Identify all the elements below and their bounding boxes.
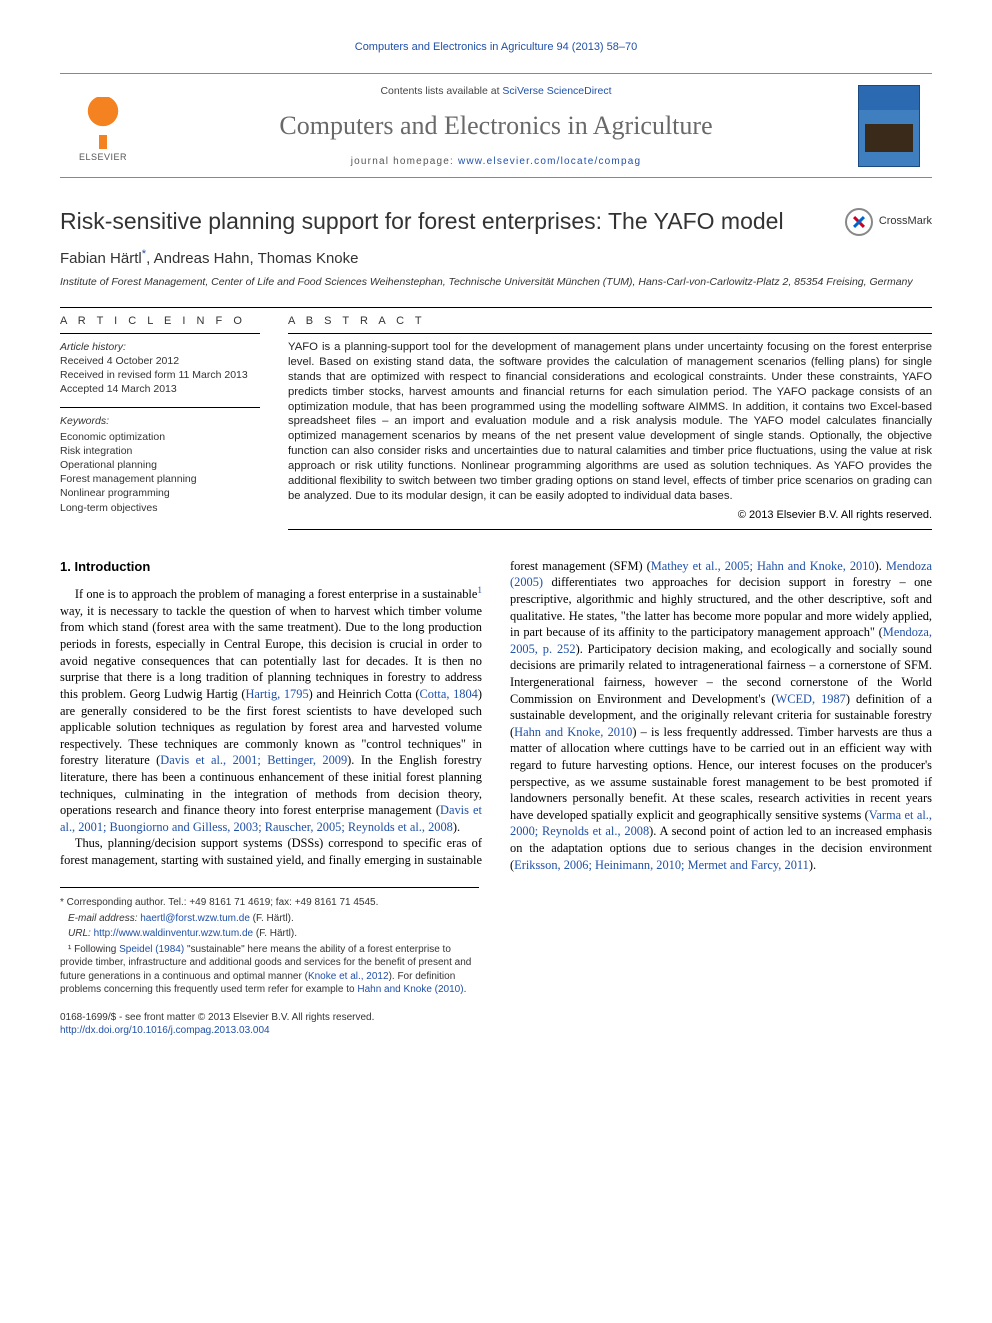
article-title: Risk-sensitive planning support for fore…	[60, 206, 784, 237]
author-2: Andreas Hahn	[154, 250, 250, 267]
author-list: Fabian Härtl*, Andreas Hahn, Thomas Knok…	[60, 247, 932, 269]
contents-available-line: Contents lists available at SciVerse Sci…	[146, 84, 846, 98]
homepage-prefix: journal homepage:	[351, 156, 458, 167]
crossmark-badge[interactable]: CrossMark	[845, 208, 932, 236]
history-revised: Received in revised form 11 March 2013	[60, 368, 260, 382]
footnote-text: .	[464, 984, 467, 995]
email-attribution: (F. Härtl).	[250, 913, 294, 924]
citation-link[interactable]: Hahn and Knoke, 2010	[514, 725, 632, 739]
abstract-column: A B S T R A C T YAFO is a planning-suppo…	[288, 308, 932, 530]
sciencedirect-link[interactable]: SciVerse ScienceDirect	[502, 85, 611, 97]
crossmark-label: CrossMark	[879, 214, 932, 229]
body-text: ).	[809, 858, 816, 872]
front-matter-line: 0168-1699/$ - see front matter © 2013 El…	[60, 1011, 932, 1038]
article-body: 1. Introduction If one is to approach th…	[60, 558, 932, 874]
body-text: ).	[875, 559, 886, 573]
affiliation: Institute of Forest Management, Center o…	[60, 275, 932, 289]
elsevier-tree-icon	[76, 97, 130, 149]
email-label: E-mail address:	[68, 913, 140, 924]
citation-link[interactable]: Hahn and Knoke (2010)	[357, 984, 463, 995]
email-line: E-mail address: haertl@forst.wzw.tum.de …	[60, 912, 479, 926]
keyword: Forest management planning	[60, 472, 260, 486]
abstract-copyright: © 2013 Elsevier B.V. All rights reserved…	[288, 508, 932, 523]
journal-homepage-link[interactable]: www.elsevier.com/locate/compag	[458, 156, 641, 167]
body-paragraph: If one is to approach the problem of man…	[60, 585, 482, 835]
keyword: Long-term objectives	[60, 501, 260, 515]
divider	[288, 529, 932, 530]
article-history-label: Article history:	[60, 340, 260, 354]
citation-link[interactable]: Cotta, 1804	[420, 687, 478, 701]
url-link[interactable]: http://www.waldinventur.wzw.tum.de	[94, 928, 254, 939]
author-sep: ,	[250, 250, 258, 267]
author-3: Thomas Knoke	[258, 250, 359, 267]
citation-link[interactable]: Eriksson, 2006; Heinimann, 2010; Mermet …	[514, 858, 809, 872]
elsevier-logo: ELSEVIER	[72, 89, 134, 163]
doi-link[interactable]: http://dx.doi.org/10.1016/j.compag.2013.…	[60, 1025, 270, 1036]
body-text: If one is to approach the problem of man…	[75, 587, 477, 601]
footnote-1: ¹ Following Speidel (1984) "sustainable"…	[60, 943, 479, 997]
journal-homepage-line: journal homepage: www.elsevier.com/locat…	[146, 155, 846, 169]
journal-cover-thumbnail	[858, 85, 920, 167]
section-heading-introduction: 1. Introduction	[60, 558, 482, 575]
url-line: URL: http://www.waldinventur.wzw.tum.de …	[60, 927, 479, 941]
citation-link[interactable]: Davis et al., 2001; Bettinger, 2009	[160, 753, 347, 767]
citation-link[interactable]: Hartig, 1795	[245, 687, 308, 701]
citation-link[interactable]: Knoke et al., 2012	[308, 971, 389, 982]
keyword: Risk integration	[60, 444, 260, 458]
citation-link[interactable]: Speidel (1984)	[119, 944, 184, 955]
corresponding-author-note: * Corresponding author. Tel.: +49 8161 7…	[60, 896, 479, 910]
url-attribution: (F. Härtl).	[253, 928, 297, 939]
body-text: differentiates two approaches for decisi…	[510, 575, 932, 639]
keyword: Operational planning	[60, 458, 260, 472]
footnotes: * Corresponding author. Tel.: +49 8161 7…	[60, 887, 479, 997]
abstract-text: YAFO is a planning-support tool for the …	[288, 334, 932, 504]
issn-copyright: 0168-1699/$ - see front matter © 2013 El…	[60, 1011, 932, 1025]
history-accepted: Accepted 14 March 2013	[60, 382, 260, 396]
email-link[interactable]: haertl@forst.wzw.tum.de	[140, 913, 250, 924]
body-text: ).	[453, 820, 460, 834]
journal-masthead: ELSEVIER Contents lists available at Sci…	[60, 73, 932, 178]
running-citation: Computers and Electronics in Agriculture…	[60, 40, 932, 55]
body-text: ) and Heinrich Cotta (	[309, 687, 420, 701]
keyword: Nonlinear programming	[60, 486, 260, 500]
footnote-ref-1[interactable]: 1	[477, 586, 482, 596]
author-1: Fabian Härtl	[60, 250, 142, 267]
journal-title: Computers and Electronics in Agriculture	[146, 108, 846, 143]
elsevier-wordmark: ELSEVIER	[79, 151, 127, 163]
footnote-text: ¹ Following	[68, 944, 119, 955]
history-received: Received 4 October 2012	[60, 354, 260, 368]
citation-link[interactable]: WCED, 1987	[776, 692, 846, 706]
abstract-heading: A B S T R A C T	[288, 308, 932, 333]
article-info-heading: A R T I C L E I N F O	[60, 308, 260, 333]
crossmark-icon	[845, 208, 873, 236]
contents-prefix: Contents lists available at	[380, 85, 502, 97]
article-info-column: A R T I C L E I N F O Article history: R…	[60, 308, 260, 530]
citation-link[interactable]: Mathey et al., 2005; Hahn and Knoke, 201…	[651, 559, 875, 573]
author-sep: ,	[146, 250, 154, 267]
keyword: Economic optimization	[60, 430, 260, 444]
keywords-label: Keywords:	[60, 414, 260, 428]
url-label: URL:	[68, 928, 94, 939]
